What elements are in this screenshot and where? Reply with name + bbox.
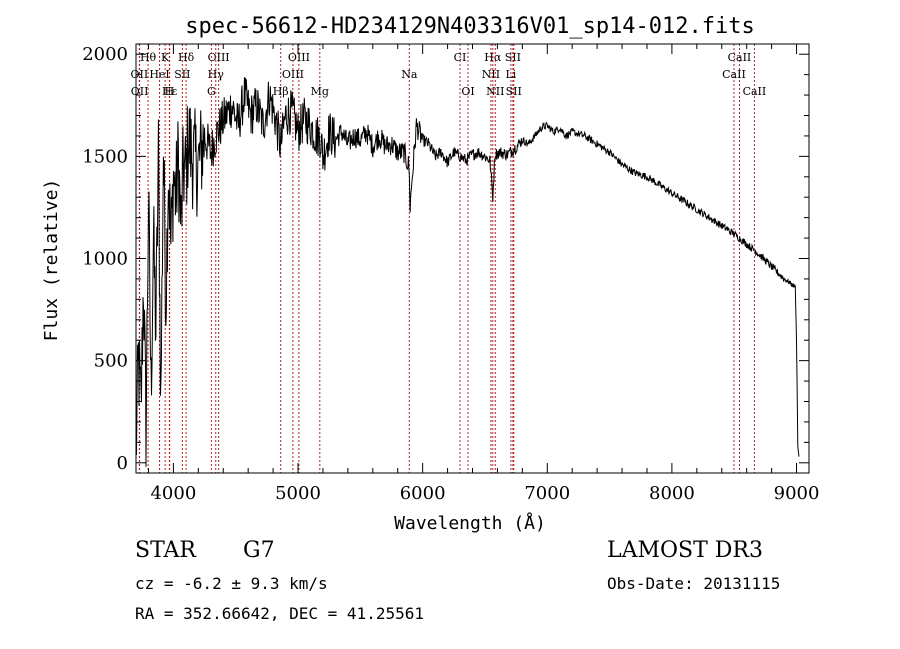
- line-marker-label: OII: [131, 85, 149, 98]
- x-tick-label: 9000: [774, 483, 820, 504]
- object-subclass: G7: [243, 538, 275, 563]
- y-tick-label: 500: [94, 351, 128, 372]
- coordinates: RA = 352.66642, DEC = 41.25561: [135, 604, 424, 623]
- y-tick-label: 0: [117, 453, 128, 474]
- line-marker-label: OI: [461, 85, 474, 98]
- line-markers: HθKHδOIIIOIIICIHαSIICaIIOIIHeISIIHγOIIIN…: [131, 44, 767, 473]
- line-marker-label: Mg: [311, 85, 329, 98]
- line-marker-label: CaII: [722, 68, 746, 81]
- y-axis-label: Flux (relative): [41, 179, 62, 342]
- y-tick-label: 1000: [82, 249, 128, 270]
- x-tick-label: 5000: [275, 483, 321, 504]
- line-marker-label: Hα: [484, 51, 502, 64]
- x-tick-label: 8000: [649, 483, 695, 504]
- y-tick-label: 1500: [82, 146, 128, 167]
- line-marker-label: CaII: [743, 85, 767, 98]
- line-marker-label: CaII: [728, 51, 752, 64]
- line-marker-label: Na: [401, 68, 418, 81]
- line-marker-label: Hβ: [273, 85, 289, 98]
- line-marker-label: OIII: [208, 51, 230, 64]
- spectrum-chart: spec-56612-HD234129N403316V01_sp14-012.f…: [41, 14, 820, 534]
- flux-series-line: [135, 77, 800, 467]
- x-axis: 4000 5000 6000 7000 8000 9000: [147, 44, 820, 504]
- line-marker-label: Hγ: [208, 68, 225, 81]
- line-marker-label: Hθ: [140, 51, 157, 64]
- chart-title: spec-56612-HD234129N403316V01_sp14-012.f…: [185, 14, 755, 39]
- line-marker-label: SII: [505, 51, 521, 64]
- x-tick-label: 7000: [524, 483, 570, 504]
- line-marker-label: Hε: [162, 85, 178, 98]
- line-marker-label: NII: [482, 68, 500, 81]
- line-marker-label: Li: [505, 68, 516, 81]
- line-marker-label: NII: [486, 85, 504, 98]
- survey-name: LAMOST DR3: [607, 538, 763, 563]
- line-marker-label: G: [207, 85, 216, 98]
- x-axis-label: Wavelength (Å): [394, 512, 546, 534]
- line-marker-label: SII: [506, 85, 522, 98]
- y-tick-label: 2000: [82, 44, 128, 65]
- line-marker-label: H: [165, 85, 175, 98]
- redshift-readout: cz = -6.2 ± 9.3 km/s: [135, 574, 328, 593]
- line-marker-label: Hδ: [178, 51, 195, 64]
- x-tick-label: 6000: [400, 483, 446, 504]
- line-marker-label: OIII: [282, 68, 304, 81]
- y-axis: 0 500 1000 1500 2000: [82, 44, 809, 474]
- line-marker-label: K: [161, 51, 170, 64]
- line-marker-label: SII: [174, 68, 190, 81]
- object-class: STAR: [135, 538, 196, 563]
- line-marker-label: CI: [454, 51, 467, 64]
- obs-date: Obs-Date: 20131115: [607, 574, 781, 593]
- line-marker-label: HeI: [149, 68, 169, 81]
- x-tick-label: 4000: [150, 483, 196, 504]
- line-marker-label: OIII: [288, 51, 310, 64]
